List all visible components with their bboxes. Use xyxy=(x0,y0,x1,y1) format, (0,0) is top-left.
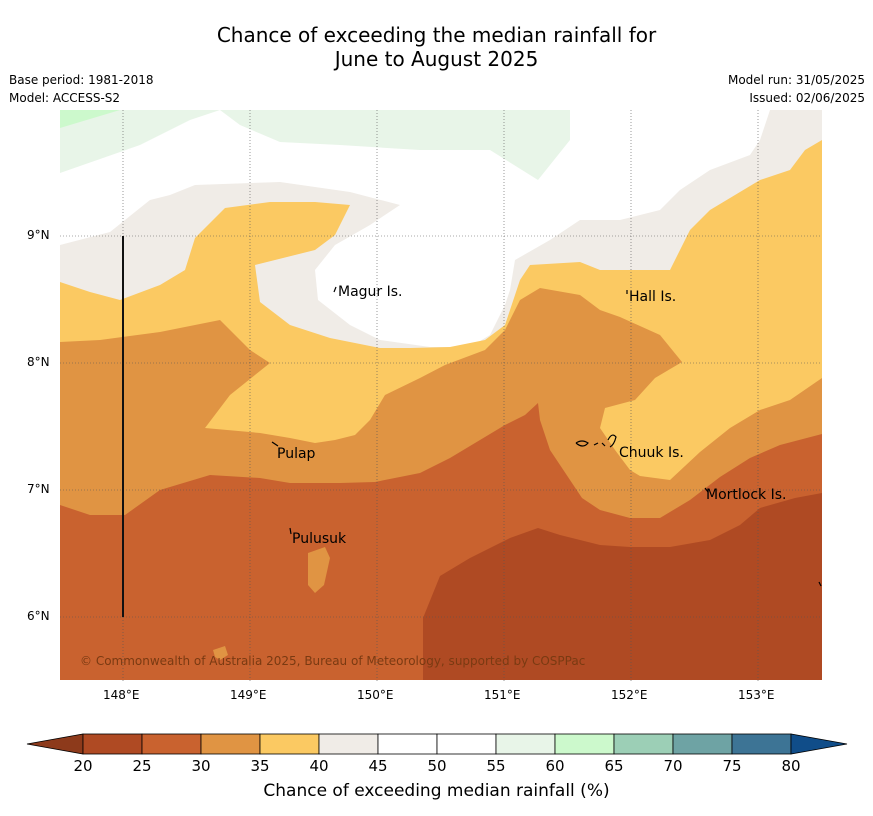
lon-tick-label: 151°E xyxy=(484,688,521,702)
colorbar-segment xyxy=(318,733,379,755)
colorbar-tick-label: 55 xyxy=(486,757,505,775)
lat-tick-label: 8°N xyxy=(27,355,50,369)
colorbar-segment xyxy=(82,733,143,755)
lat-tick-label: 7°N xyxy=(27,482,50,496)
gridlines xyxy=(60,110,822,681)
colorbar-tick-label: 50 xyxy=(427,757,446,775)
copyright-notice: © Commonwealth of Australia 2025, Bureau… xyxy=(80,654,586,668)
colorbar-tick-label: 70 xyxy=(663,757,682,775)
map-title-line2: June to August 2025 xyxy=(334,47,539,71)
lon-tick-label: 153°E xyxy=(738,688,775,702)
issued-date: Issued: 02/06/2025 xyxy=(749,91,865,105)
colorbar-segment xyxy=(613,733,674,755)
colorbar-segment xyxy=(495,733,556,755)
lon-tick-label: 148°E xyxy=(103,688,140,702)
colorbar-segment xyxy=(731,733,792,755)
colorbar-tick-label: 25 xyxy=(132,757,151,775)
place-label: Magur Is. xyxy=(338,284,403,300)
zone-55-60-pct xyxy=(60,110,220,173)
place-label: Mortlock Is. xyxy=(706,487,787,503)
colorbar-tick-label: 60 xyxy=(545,757,564,775)
colorbar-title: Chance of exceeding median rainfall (%) xyxy=(263,781,610,801)
colorbar-segment xyxy=(554,733,615,755)
zone-20-25-pct xyxy=(423,493,822,680)
place-label: Hall Is. xyxy=(629,289,677,305)
island-outlines xyxy=(271,286,822,587)
colorbar-segment xyxy=(377,733,438,755)
place-label: Pulusuk xyxy=(292,531,347,547)
colorbar-segment xyxy=(141,733,202,755)
colorbar-segment xyxy=(436,733,497,755)
colorbar-segment xyxy=(259,733,320,755)
colorbar-segment xyxy=(672,733,733,755)
colorbar-tick-label: 75 xyxy=(722,757,741,775)
lat-tick-label: 6°N xyxy=(27,609,50,623)
rainfall-probability-map xyxy=(60,110,822,681)
lat-tick-label: 9°N xyxy=(27,228,50,242)
colorbar-segment xyxy=(200,733,261,755)
zone-30-35-pct-patch xyxy=(308,547,330,593)
colorbar: 20 25 30 35 40 45 50 55 60 65 70 75 80 xyxy=(26,733,848,775)
lon-tick-label: 152°E xyxy=(611,688,648,702)
colorbar-tick-label: 30 xyxy=(191,757,210,775)
colorbar-under-arrow xyxy=(26,733,84,755)
colorbar-over-arrow xyxy=(790,733,848,755)
colorbar-tick-label: 80 xyxy=(781,757,800,775)
meta-right: Model run: 31/05/2025 Issued: 02/06/2025 xyxy=(728,71,865,107)
model-name: Model: ACCESS-S2 xyxy=(9,91,121,105)
model-run: Model run: 31/05/2025 xyxy=(727,73,865,87)
lon-tick-label: 150°E xyxy=(357,688,394,702)
place-label: Chuuk Is. xyxy=(619,445,684,461)
zone-55-60-pct xyxy=(220,110,570,180)
zone-60-65-pct xyxy=(60,110,120,128)
map-title-line1: Chance of exceeding the median rainfall … xyxy=(216,23,657,47)
meta-left: Base period: 1981-2018 Model: ACCESS-S2 xyxy=(9,71,154,107)
colorbar-tick-label: 20 xyxy=(73,757,92,775)
colorbar-tick-label: 40 xyxy=(309,757,328,775)
colorbar-tick-label: 65 xyxy=(604,757,623,775)
lon-tick-label: 149°E xyxy=(230,688,267,702)
colorbar-tick-label: 45 xyxy=(368,757,387,775)
colorbar-tick-label: 35 xyxy=(250,757,269,775)
place-label: Pulap xyxy=(277,446,316,462)
base-period: Base period: 1981-2018 xyxy=(9,73,154,87)
zone-30-35-pct-patch xyxy=(213,646,228,660)
